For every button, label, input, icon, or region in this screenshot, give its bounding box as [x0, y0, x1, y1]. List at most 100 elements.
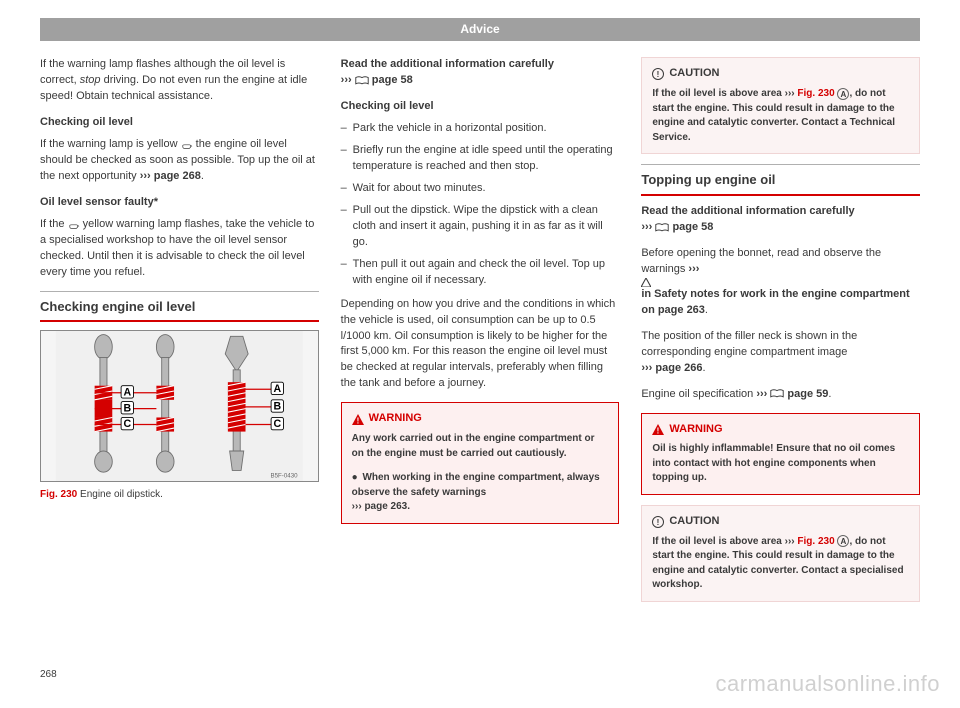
text: When working in the engine compartment, … — [352, 472, 600, 498]
warning-title: ! WARNING — [652, 422, 909, 438]
svg-text:A: A — [123, 387, 131, 399]
svg-text:B: B — [273, 401, 281, 413]
text: WARNING — [369, 411, 422, 427]
text: page 59 — [784, 388, 828, 400]
list-item: –Wait for about two minutes. — [341, 181, 620, 197]
dash: – — [341, 121, 353, 137]
c1-p3: If the yellow warning lamp flashes, take… — [40, 217, 319, 281]
text: Then pull it out again and check the oil… — [353, 257, 620, 289]
column-1: If the warning lamp flashes although the… — [40, 57, 319, 612]
page-ref: ››› — [140, 170, 151, 182]
bullet-dot: ● — [352, 471, 360, 486]
text: Read the additional information carefull… — [341, 58, 554, 70]
text: . — [828, 388, 831, 400]
svg-text:B5F-0430: B5F-0430 — [271, 473, 299, 480]
chev: ››› — [641, 221, 655, 233]
svg-text:C: C — [273, 419, 281, 431]
text: If the oil level is above area ››› — [652, 536, 797, 547]
book-icon — [355, 75, 369, 85]
c1-p1: If the warning lamp flashes although the… — [40, 57, 319, 105]
letter-badge-a: A — [837, 535, 849, 547]
svg-text:C: C — [123, 419, 131, 431]
chev: ››› — [756, 388, 770, 400]
text: Wait for about two minutes. — [353, 181, 486, 197]
list-item: –Pull out the dipstick. Wipe the dipstic… — [341, 203, 620, 251]
caution-text: If the oil level is above area ››› Fig. … — [652, 535, 909, 593]
page-number: 268 — [40, 668, 57, 683]
oil-lamp-icon — [181, 140, 193, 148]
dash: – — [341, 257, 353, 289]
caution-circle-icon: ! — [652, 516, 664, 528]
warning-triangle-icon: ! — [652, 424, 664, 435]
fig-ref: Fig. 230 — [40, 489, 77, 500]
figure-230: A B C A — [40, 330, 319, 482]
book-icon — [655, 222, 669, 232]
columns-wrap: If the warning lamp flashes although the… — [40, 57, 920, 612]
watermark: carmanualsonline.info — [715, 668, 940, 700]
text: yellow warning lamp flashes, take the ve… — [40, 218, 314, 278]
caution-title: ! CAUTION — [652, 514, 909, 530]
oil-lamp-icon — [68, 220, 80, 228]
c2-p1: Read the additional information carefull… — [341, 57, 620, 89]
caution-text: If the oil level is above area ››› Fig. … — [652, 87, 909, 145]
page-ref-text: page 268 — [151, 170, 201, 182]
column-2: Read the additional information carefull… — [341, 57, 620, 612]
dash: – — [341, 203, 353, 251]
c3-p1: Read the additional information carefull… — [641, 204, 920, 236]
svg-text:B: B — [123, 403, 131, 415]
caution-circle-icon: ! — [652, 68, 664, 80]
warn-text: Oil is highly inflammable! Ensure that n… — [652, 442, 909, 486]
c1-p2: If the warning lamp is yellow the engine… — [40, 137, 319, 185]
dipstick-illustration: A B C A — [41, 331, 318, 481]
text: Before opening the bonnet, read and obse… — [641, 247, 881, 275]
warn-text: Any work carried out in the engine compa… — [352, 432, 609, 461]
text: . — [201, 170, 204, 182]
c3-p3: The position of the filler neck is shown… — [641, 329, 920, 377]
svg-text:!: ! — [657, 427, 660, 436]
text: Read the additional information carefull… — [641, 205, 854, 217]
fig-ref-inline: Fig. 230 — [797, 88, 834, 99]
warning-box-2: ! WARNING Oil is highly inflammable! Ens… — [641, 413, 920, 495]
text: Engine oil dipstick. — [77, 489, 163, 500]
warning-title: ! WARNING — [352, 411, 609, 427]
page-ref: ››› page 263 — [352, 501, 408, 512]
chev: ››› — [341, 74, 355, 86]
page: Advice If the warning lamp flashes altho… — [0, 0, 960, 612]
figure-caption: Fig. 230 Engine oil dipstick. — [40, 488, 319, 503]
c1-h1: Checking oil level — [40, 115, 319, 131]
text: in Safety notes for work in the engine c… — [641, 288, 909, 316]
list-item: –Then pull it out again and check the oi… — [341, 257, 620, 289]
dash: – — [341, 143, 353, 175]
chev: ››› — [688, 263, 699, 275]
svg-text:A: A — [273, 383, 281, 395]
list-item: –Park the vehicle in a horizontal positi… — [341, 121, 620, 137]
warning-triangle-icon: ! — [352, 414, 364, 425]
text: . — [705, 304, 708, 316]
text: If the oil level is above area ››› — [652, 88, 797, 99]
svg-text:!: ! — [657, 70, 660, 79]
caution-box-1: ! CAUTION If the oil level is above area… — [641, 57, 920, 154]
text: . — [702, 362, 705, 374]
column-3: ! CAUTION If the oil level is above area… — [641, 57, 920, 612]
page-ref: ››› page 266 — [641, 362, 702, 374]
text: . — [407, 501, 410, 512]
text: If the warning lamp is yellow — [40, 138, 181, 150]
caution-box-2: ! CAUTION If the oil level is above area… — [641, 505, 920, 602]
book-icon — [770, 389, 784, 399]
text: The position of the filler neck is shown… — [641, 330, 857, 358]
fig-ref-inline: Fig. 230 — [797, 536, 834, 547]
text: Engine oil specification — [641, 388, 756, 400]
c1-h2: Oil level sensor faulty* — [40, 195, 319, 211]
caution-title: ! CAUTION — [652, 66, 909, 82]
warn-text: ● When working in the engine compartment… — [352, 471, 609, 515]
check-steps: –Park the vehicle in a horizontal positi… — [341, 121, 620, 288]
text: WARNING — [669, 422, 722, 438]
list-item: –Briefly run the engine at idle speed un… — [341, 143, 620, 175]
section-checking-oil: Checking engine oil level — [40, 291, 319, 323]
letter-badge-a: A — [837, 88, 849, 100]
text: CAUTION — [669, 66, 719, 82]
text: If the — [40, 218, 68, 230]
text: CAUTION — [669, 514, 719, 530]
text: Briefly run the engine at idle speed unt… — [353, 143, 620, 175]
warning-triangle-icon — [641, 278, 920, 287]
